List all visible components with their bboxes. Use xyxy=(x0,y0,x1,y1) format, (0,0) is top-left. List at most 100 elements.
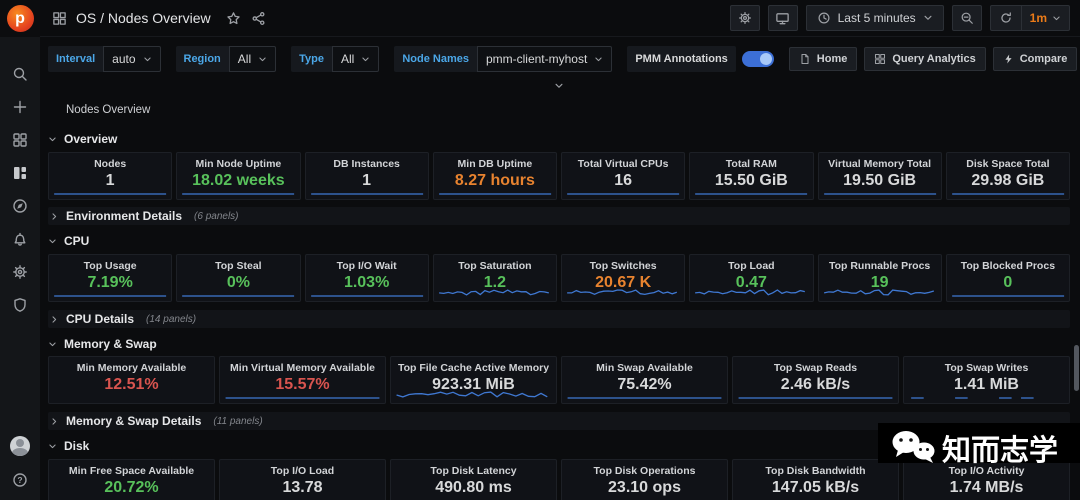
sparkline xyxy=(951,184,1065,196)
stat-panel[interactable]: Top Usage 7.19% xyxy=(48,254,173,302)
panel-title: Min Free Space Available xyxy=(68,465,195,477)
cycle-view-button[interactable] xyxy=(767,5,798,31)
stat-panel[interactable]: Nodes 1 xyxy=(48,152,173,200)
brand-logo[interactable]: p xyxy=(0,0,40,37)
explore-compass-icon[interactable] xyxy=(12,198,28,214)
stat-panel[interactable]: Top Swap Writes 1.41 MiB xyxy=(903,356,1070,404)
sparkline xyxy=(395,491,552,500)
nav-label: Query Analytics xyxy=(892,53,976,65)
chevron-down-icon xyxy=(259,56,266,61)
panel-row-disk: Min Free Space Available 20.72% Top I/O Lo… xyxy=(48,459,1070,500)
section-header-cpu-details[interactable]: CPU Details (14 panels) xyxy=(48,310,1070,328)
search-icon[interactable] xyxy=(12,66,28,82)
section-header-memory-swap-details[interactable]: Memory & Swap Details (11 panels) xyxy=(48,412,1070,430)
refresh-icon xyxy=(1001,12,1011,23)
share-icon[interactable] xyxy=(251,11,266,26)
stat-panel[interactable]: Min DB Uptime 8.27 hours xyxy=(432,152,557,200)
scrollbar-thumb[interactable] xyxy=(1074,345,1079,391)
alerting-bell-icon[interactable] xyxy=(12,231,28,247)
refresh-button[interactable] xyxy=(989,5,1022,31)
section-header-memory-swap[interactable]: Memory & Swap xyxy=(48,336,157,352)
dashboard-text-header: Nodes Overview xyxy=(66,104,151,116)
filter-label: Interval xyxy=(48,46,104,72)
stat-panel[interactable]: Top Disk Bandwidth 147.05 kB/s xyxy=(732,459,899,500)
stat-panel[interactable]: Min Node Uptime 18.02 weeks xyxy=(176,152,301,200)
add-icon[interactable] xyxy=(12,99,28,115)
stat-panel[interactable]: DB Instances 1 xyxy=(304,152,429,200)
stat-panel[interactable]: Top Saturation 1.2 xyxy=(432,254,557,302)
security-shield-icon[interactable] xyxy=(12,297,28,313)
dashboard-grid-icon[interactable] xyxy=(52,11,67,26)
stat-panel[interactable]: Min Free Space Available 20.72% xyxy=(48,459,215,500)
stat-panel[interactable]: Top I/O Load 13.78 xyxy=(219,459,386,500)
stat-panel[interactable]: Top Disk Operations 23.10 ops xyxy=(561,459,728,500)
refresh-interval-dropdown[interactable]: 1m xyxy=(1021,5,1070,31)
section-header-disk[interactable]: Disk xyxy=(48,438,89,454)
zoom-out-button[interactable] xyxy=(951,5,982,31)
star-icon[interactable] xyxy=(226,11,241,26)
home-button[interactable]: Home xyxy=(788,47,858,71)
submenu-bar: Interval auto Region All Type All Node N… xyxy=(48,46,1078,72)
dashboard-settings-button[interactable] xyxy=(729,5,760,31)
stat-panel[interactable]: Min Memory Available 12.51% xyxy=(48,356,215,404)
panel-count: (6 panels) xyxy=(194,210,239,222)
apps-icon[interactable] xyxy=(12,132,28,148)
filter-label: Node Names xyxy=(394,46,477,72)
sparkline xyxy=(566,184,680,196)
annotations-label: PMM Annotations xyxy=(627,46,736,72)
percona-logo-icon: p xyxy=(6,5,34,32)
stat-panel[interactable]: Min Swap Available 75.42% xyxy=(561,356,728,404)
panel-value: 16 xyxy=(614,172,633,189)
stat-panel[interactable]: Top Disk Latency 490.80 ms xyxy=(390,459,557,500)
panel-value: 1.2 xyxy=(483,274,506,291)
panel-value: 12.51% xyxy=(104,376,159,393)
panel-value: 75.42% xyxy=(617,376,672,393)
stat-panel[interactable]: Top Blocked Procs 0 xyxy=(945,254,1070,302)
settings-gear-icon[interactable] xyxy=(12,264,28,280)
filter-label: Type xyxy=(291,46,332,72)
section-header-cpu[interactable]: CPU xyxy=(48,233,89,249)
panel-value: 15.50 GiB xyxy=(714,172,788,189)
stat-panel[interactable]: Top Switches 20.67 K xyxy=(561,254,686,302)
panel-value: 23.10 ops xyxy=(608,479,681,496)
stat-panel[interactable]: Top Steal 0% xyxy=(176,254,301,302)
stat-panel[interactable]: Top Load 0.47 xyxy=(689,254,814,302)
sparkline xyxy=(438,286,552,298)
compare-button[interactable]: Compare xyxy=(992,47,1078,71)
sparkline xyxy=(53,286,167,298)
stat-panel[interactable]: Total Virtual CPUs 16 xyxy=(561,152,686,200)
stat-panel[interactable]: Top Runnable Procs 19 xyxy=(817,254,942,302)
stat-panel[interactable]: Virtual Memory Total 19.50 GiB xyxy=(817,152,942,200)
chevron-right-icon xyxy=(52,417,57,425)
stat-panel[interactable]: Total RAM 15.50 GiB xyxy=(689,152,814,200)
stat-panel[interactable]: Disk Space Total 29.98 GiB xyxy=(945,152,1070,200)
time-range-picker[interactable]: Last 5 minutes xyxy=(805,5,944,31)
section-title: Memory & Swap xyxy=(64,337,157,351)
section-header-environment-details[interactable]: Environment Details (6 panels) xyxy=(48,207,1070,225)
node-names-dropdown[interactable]: pmm-client-myhost xyxy=(476,46,613,72)
stat-panel[interactable]: Min Virtual Memory Available 15.57% xyxy=(219,356,386,404)
section-header-overview[interactable]: Overview xyxy=(48,131,117,147)
region-dropdown[interactable]: All xyxy=(228,46,277,72)
panel-title: Top Swap Writes xyxy=(944,362,1029,374)
annotations-toggle[interactable] xyxy=(741,51,774,67)
dashboards-icon[interactable] xyxy=(12,165,28,181)
stat-panel[interactable]: Top I/O Wait 1.03% xyxy=(304,254,429,302)
interval-dropdown[interactable]: auto xyxy=(103,46,161,72)
panel-title: Top Saturation xyxy=(458,260,532,272)
query-analytics-button[interactable]: Query Analytics xyxy=(864,47,986,71)
stat-panel[interactable]: Top I/O Activity 1.74 MB/s xyxy=(903,459,1070,500)
stat-panel[interactable]: Top File Cache Active Memory 923.31 MiB xyxy=(390,356,557,404)
help-icon[interactable]: ? xyxy=(12,472,28,488)
panel-title: Top Load xyxy=(728,260,775,272)
stat-panel[interactable]: Top Swap Reads 2.46 kB/s xyxy=(732,356,899,404)
panel-title: Total RAM xyxy=(725,158,777,170)
user-avatar[interactable] xyxy=(10,436,30,456)
dashboard-title[interactable]: OS / Nodes Overview xyxy=(76,10,211,26)
dropdown-value: All xyxy=(340,52,355,66)
nav-label: Home xyxy=(816,53,848,65)
submenu-collapse-chevron-icon[interactable] xyxy=(553,81,565,91)
pmm-annotations-control: PMM Annotations xyxy=(627,46,774,72)
type-dropdown[interactable]: All xyxy=(331,46,380,72)
chevron-down-icon xyxy=(1053,15,1060,20)
